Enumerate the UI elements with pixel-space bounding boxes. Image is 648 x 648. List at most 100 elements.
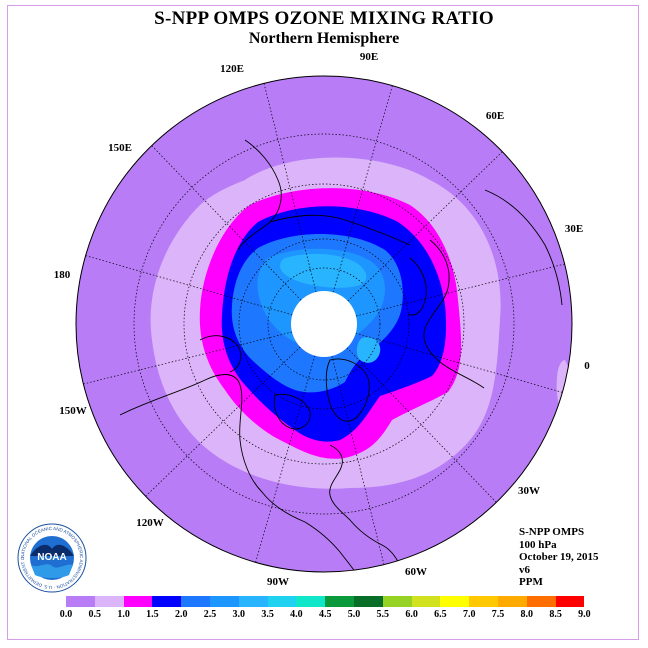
colorbar-tick-label: 0.0 [59,609,73,620]
coastline-asia-east [237,139,282,251]
colorbar-tick-label: 2.0 [174,609,188,620]
colorbar-segment [152,596,182,607]
colorbar [66,596,585,607]
meridian-line [151,145,302,301]
coastline-greenland [325,358,370,422]
info-instrument: S-NPP OMPS [519,526,585,538]
colorbar-segment [411,596,441,607]
lon-label-60e: 60E [485,110,505,122]
info-level: 100 hPa [519,538,557,551]
colorbar-segment [209,596,239,607]
lon-label-180: 180 [53,269,71,281]
colorbar-tick-label: 7.5 [491,609,505,620]
colorbar-tick-label: 4.5 [318,609,332,620]
colorbar-tick-label: 9.0 [578,609,591,620]
lon-label-90w: 90W [267,576,289,588]
coastlines [119,139,563,572]
meridian-line [346,347,497,503]
polar-no-data-region [291,291,357,357]
colorbar-tick-label: 8.5 [549,609,562,620]
colorbar-segment [440,596,470,607]
meridian-line [85,255,293,316]
lon-label-120w: 120W [136,517,164,529]
lon-label-150e: 150E [108,142,132,154]
meridian-line [355,332,563,393]
colorbar-tick-label: 0.5 [88,609,102,620]
logo-bird-shape [30,544,74,556]
meridian-line [83,331,293,385]
lon-label-30e: 30E [564,223,584,235]
meridian-line [331,355,385,565]
colorbar-tick-label: 5.5 [376,609,390,620]
colorbar-tick-label: 6.0 [405,609,418,620]
colorbar-segment [382,596,412,607]
meridian-line [255,355,316,563]
meridian-line [355,263,565,317]
colorbar-segment [123,596,153,607]
latitude-circle-30n [133,133,515,515]
colorbar-tick-label: 1.0 [117,609,130,620]
meridian-line [263,83,317,293]
map-boundary [75,75,573,573]
latitude-circle-45n [183,183,465,465]
colorbar-segment [267,596,297,607]
logo-wave-shape [31,564,73,578]
image-frame [7,5,639,640]
map-title: S-NPP OMPS OZONE MIXING RATIO [154,8,494,29]
info-units: PPM [519,576,543,588]
ozone-field [76,76,572,572]
colorbar-tick-label: 4.0 [290,609,303,620]
coastline-north-america-east [329,444,403,571]
ozone-contour-3-0-b [356,337,381,363]
colorbar-tick-label: 5.0 [347,609,361,620]
coastline-europe [423,239,485,389]
colorbar-tick-label: 1.5 [146,609,159,620]
colorbar-tick-label: 2.5 [203,609,217,620]
colorbar-segment [497,596,527,607]
product-info: S-NPP OMPS 100 hPa October 19, 2015 v6 P… [519,526,599,589]
colorbar-segment [325,596,354,607]
coastline-scandinavia [407,257,427,316]
lon-label-120e: 120E [220,63,244,75]
graticule [83,83,565,565]
logo-text: NOAA [37,552,66,563]
colorbar-segment [526,596,556,607]
coastline-hudson-bay [273,393,311,430]
colorbar-tick-label: 8.0 [520,609,534,620]
ozone-contour-0-5-east [556,360,572,420]
coastline-siberia [269,214,411,246]
lon-label-30w: 30W [518,485,540,497]
lon-label-0: 0 [584,360,590,372]
colorbar-segment [353,596,383,607]
colorbar-labels: 0.0 0.5 1.0 1.5 2.0 2.5 3.0 3.5 4.0 4.5 5.0 5.5 6.0 6… [0,609,648,623]
colorbar-segment [66,596,95,607]
lon-label-150w: 150W [59,405,87,417]
info-date: October 19, 2015 [519,551,599,563]
colorbar-tick-label: 3.5 [261,609,274,620]
latitude-circle-60n [238,238,410,410]
noaa-logo: NATIONAL OCEANIC AND ATMOSPHERIC ADMINIS… [17,523,87,593]
coastline-africa-north [484,189,563,306]
coastline-alaska [199,335,242,373]
lon-label-90e: 90E [359,51,379,63]
meridian-line [145,346,301,497]
coastline-north-america-west [119,374,363,572]
ozone-contour-3-0 [280,253,367,288]
colorbar-tick-label: 3.0 [232,609,246,620]
colorbar-segment [469,596,498,607]
latitude-circle-70n [267,267,381,381]
meridian-line [347,151,503,302]
map-subtitle: Northern Hemisphere [248,30,400,47]
colorbar-segment [296,596,326,607]
colorbar-segment [238,596,268,607]
lon-label-60w: 60W [405,566,427,578]
colorbar-tick-label: 6.5 [434,609,447,620]
colorbar-segment [555,596,585,607]
colorbar-segment [94,596,124,607]
info-version: v6 [519,563,530,576]
meridian-line [332,85,393,293]
colorbar-segment [181,596,210,607]
colorbar-tick-label: 7.0 [462,609,476,620]
